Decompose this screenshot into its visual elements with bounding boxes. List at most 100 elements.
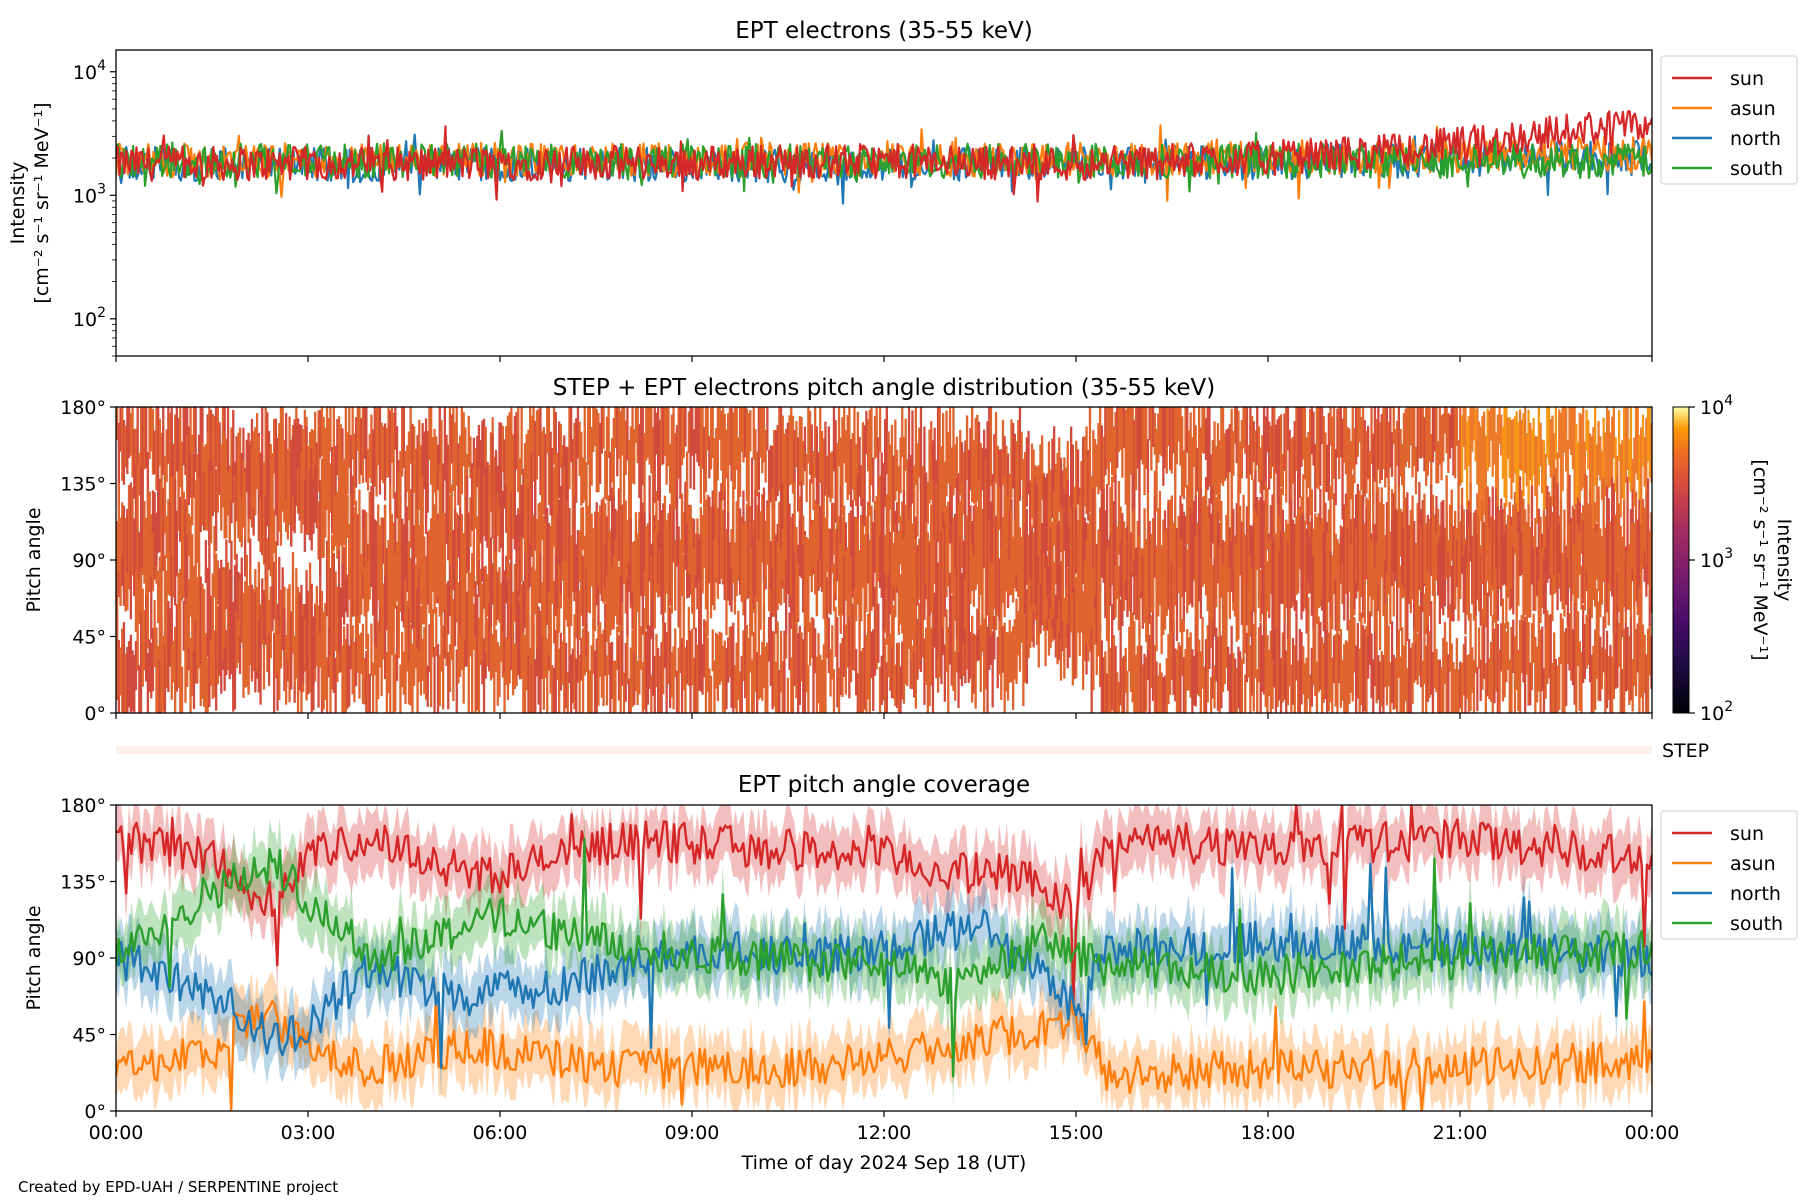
heatmap-cell [1172,620,1175,696]
heatmap-cell [957,629,960,708]
heatmap-cell [450,414,453,464]
heatmap-cell [919,626,923,672]
heatmap-cell [177,418,180,499]
heatmap-cell [815,656,819,713]
heatmap-cell [745,503,749,600]
heatmap-cell [609,538,612,592]
intensity-panel-title: EPT electrons (35-55 keV) [735,18,1032,44]
heatmap-cell [1365,625,1368,713]
heatmap-cell [1058,520,1061,602]
heatmap-cell [498,422,501,517]
heatmap-cell [1111,407,1114,475]
heatmap-cell [872,457,875,503]
heatmap-cell [1000,603,1003,700]
heatmap-cell [624,546,627,614]
heatmap-cell [955,610,959,673]
heatmap-cell [482,638,486,713]
heatmap-cell [1293,421,1296,518]
heatmap-cell [1570,407,1573,455]
heatmap-cell [450,555,453,632]
heatmap-cell [563,612,566,713]
heatmap-cell [1406,668,1409,713]
heatmap-cell [1537,508,1541,581]
x-tick-label: 12:00 [857,1122,912,1144]
heatmap-cell [1175,407,1179,465]
heatmap-cell [592,407,595,452]
heatmap-cell [1546,407,1549,458]
heatmap-cell [267,499,271,570]
heatmap-cell [534,420,537,519]
heatmap-cell [1512,619,1515,673]
heatmap-cell [1122,407,1126,448]
heatmap-cell [875,496,878,558]
heatmap-cell [1145,656,1148,712]
heatmap-cell [1210,454,1213,504]
heatmap-cell [1151,537,1155,596]
heatmap-cell [694,533,697,575]
heatmap-cell [471,613,474,713]
heatmap-cell [1150,533,1153,576]
heatmap-cell [1397,629,1401,678]
heatmap-cell [737,488,740,578]
heatmap-cell [121,407,124,481]
heatmap-cell [670,414,674,511]
heatmap-cell [860,651,863,713]
heatmap-cell [204,447,208,497]
heatmap-cell [1546,515,1549,580]
heatmap-cell [1223,597,1226,685]
heatmap-cell [860,465,863,506]
heatmap-cell [254,591,257,693]
heatmap-cell [1334,578,1337,631]
heatmap-cell [496,642,499,706]
heatmap-cell [1271,494,1274,599]
heatmap-cell [894,664,897,707]
heatmap-cell [1300,631,1303,705]
heatmap-cell [1001,419,1005,486]
heatmap-cell [1302,512,1305,612]
heatmap-cell [305,570,308,670]
heatmap-cell [460,619,464,671]
heatmap-cell [382,426,385,484]
heatmap-cell [515,515,518,574]
heatmap-cell [296,468,300,514]
heatmap-cell [773,631,776,707]
heatmap-cell [421,525,424,625]
heatmap-cell [1397,486,1401,588]
heatmap-cell [1385,407,1389,478]
heatmap-cell [1244,407,1247,454]
heatmap-cell [204,633,208,713]
heatmap-cell [1129,532,1133,600]
heatmap-cell [1216,511,1220,584]
heatmap-cell [1221,595,1225,693]
heatmap-cell [370,414,373,484]
heatmap-cell [426,665,429,707]
heatmap-cell [394,407,397,450]
heatmap-cell [1134,654,1138,713]
heatmap-cell [1181,618,1184,676]
heatmap-cell [344,407,348,488]
heatmap-cell [354,599,358,687]
heatmap-cell [617,407,621,459]
heatmap-cell [802,639,805,713]
heatmap-cell [1136,546,1139,620]
heatmap-cell [1406,555,1409,642]
heatmap-cell [1341,561,1344,605]
heatmap-cell [913,613,916,698]
heatmap-cell [1295,530,1298,578]
x-tick-label: 18:00 [1241,1122,1296,1144]
heatmap-cell [1044,552,1047,627]
heatmap-cell [947,431,950,484]
heatmap-cell [1148,634,1151,713]
heatmap-cell [477,617,481,713]
heatmap-cell [542,427,546,515]
heatmap-cell [1276,600,1279,707]
heatmap-cell [1148,407,1151,441]
heatmap-cell [767,493,771,602]
heatmap-cell [1392,493,1395,574]
heatmap-cell [1387,535,1390,595]
heatmap-cell [1344,407,1348,475]
heatmap-cell [1053,562,1056,617]
heatmap-cell [208,460,211,546]
heatmap-cell [1268,649,1271,697]
